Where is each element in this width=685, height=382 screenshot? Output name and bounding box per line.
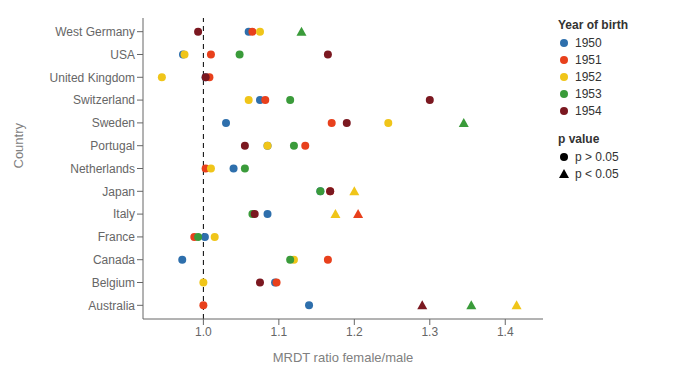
html-text:1950: 1950	[575, 36, 602, 50]
svg-text:Canada: Canada	[93, 253, 135, 267]
svg-text:1.4: 1.4	[497, 325, 514, 339]
html-text:1954: 1954	[575, 104, 602, 118]
svg-text:Belgium: Belgium	[92, 276, 135, 290]
html-text:Year of birth: Year of birth	[558, 18, 628, 32]
html-text:p > 0.05: p > 0.05	[575, 150, 619, 164]
html-text:1952: 1952	[575, 70, 602, 84]
svg-text:1.0: 1.0	[195, 325, 212, 339]
svg-text:1.2: 1.2	[346, 325, 363, 339]
svg-text:1.3: 1.3	[421, 325, 438, 339]
svg-text:USA: USA	[110, 48, 135, 62]
svg-text:West Germany: West Germany	[55, 25, 135, 39]
svg-text:Portugal: Portugal	[90, 139, 135, 153]
svg-text:United Kingdom: United Kingdom	[50, 71, 135, 85]
svg-text:Sweden: Sweden	[92, 116, 135, 130]
svg-text:Country: Country	[11, 122, 26, 168]
html-text:1953: 1953	[575, 87, 602, 101]
svg-text:Australia: Australia	[88, 299, 135, 313]
html-text:p value: p value	[558, 132, 600, 146]
svg-text:1.1: 1.1	[271, 325, 288, 339]
html-text:1951: 1951	[575, 53, 602, 67]
svg-text:Italy: Italy	[113, 207, 135, 221]
svg-text:MRDT ratio female/male: MRDT ratio female/male	[273, 350, 414, 365]
svg-text:France: France	[98, 230, 136, 244]
svg-text:Japan: Japan	[102, 185, 135, 199]
html-text:p < 0.05: p < 0.05	[575, 167, 619, 181]
svg-text:Switzerland: Switzerland	[73, 93, 135, 107]
svg-text:Netherlands: Netherlands	[70, 162, 135, 176]
